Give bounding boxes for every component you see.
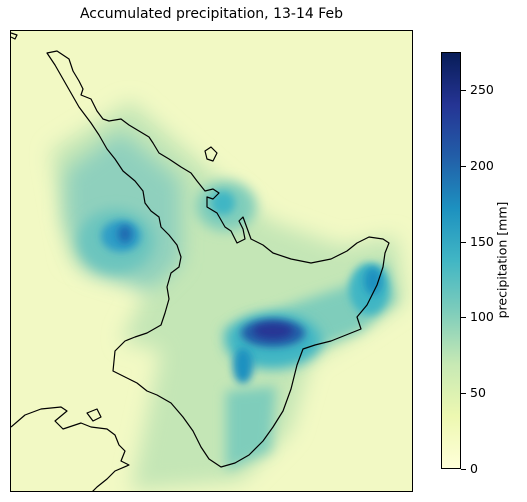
colorbar-tick <box>461 165 466 167</box>
colorbar-tick-label: 0 <box>470 461 478 476</box>
colorbar-tick-label: 250 <box>470 81 494 97</box>
rain-peak-hawkes-bay <box>253 323 293 339</box>
rain-core-ruapehu <box>233 348 253 384</box>
coastline-d-urville-island <box>86 408 102 422</box>
coastline-north-island <box>46 50 390 468</box>
colorbar-tick-label: 50 <box>470 385 486 401</box>
coastline-nw-corner <box>11 32 18 40</box>
precipitation-field <box>51 101 406 491</box>
colorbar-tick <box>461 317 466 319</box>
colorbar-tick-label: 150 <box>470 233 494 249</box>
coastline-great-barrier-island <box>204 146 218 162</box>
colorbar <box>441 52 461 469</box>
colorbar-tick <box>461 469 466 470</box>
precipitation-map <box>11 31 412 491</box>
colorbar-tick <box>461 241 466 243</box>
rain-peak-offshore-west <box>118 225 132 243</box>
rain-core-coromandel <box>211 191 235 215</box>
colorbar-tick <box>461 393 466 395</box>
colorbar-tick-label: 100 <box>470 309 494 325</box>
coastline <box>11 32 390 491</box>
colorbar-label: precipitation [mm] <box>494 201 510 319</box>
chart-title: Accumulated precipitation, 13-14 Feb <box>79 6 344 22</box>
coastline-south-island <box>11 406 130 491</box>
colorbar-tick-label: 200 <box>470 157 494 173</box>
rain-peak-gisborne <box>364 267 382 295</box>
map-panel <box>10 30 413 492</box>
colorbar-tick <box>461 89 466 91</box>
rain-area-wairarapa <box>226 386 276 471</box>
